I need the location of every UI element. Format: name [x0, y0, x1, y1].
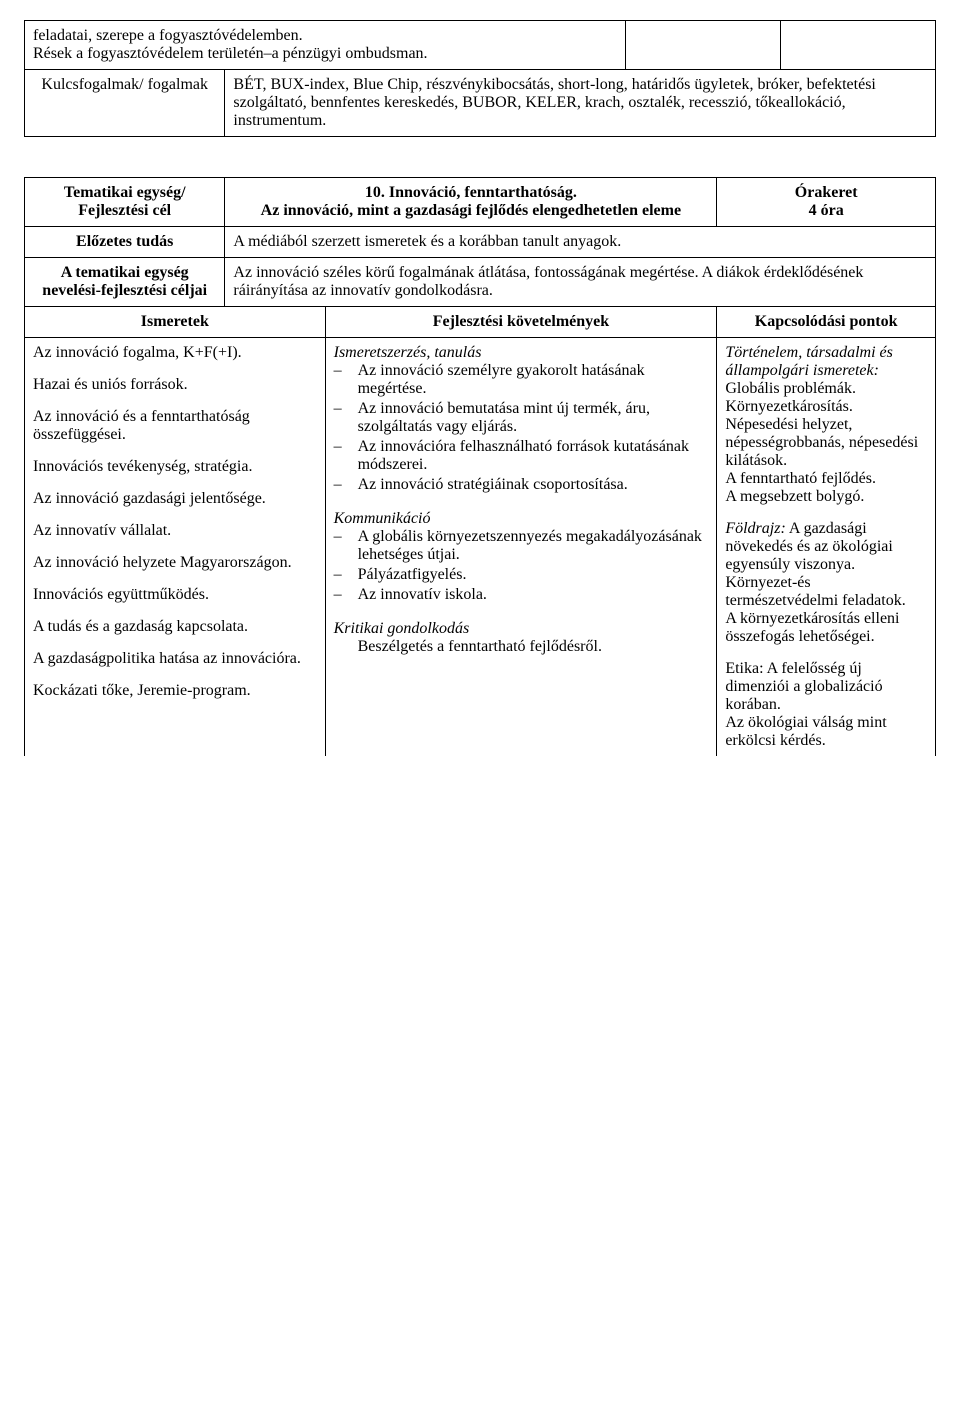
fejl-h1: Ismeretszerzés, tanulás — [334, 344, 709, 362]
list-item: A globális környezetszennyezés megakadál… — [358, 528, 709, 564]
kapcs-p6: Földrajz: A gazdasági növekedés és az ök… — [725, 520, 927, 574]
fejlesztesi-body: Ismeretszerzés, tanulás Az innováció sze… — [325, 338, 717, 757]
kapcs-p4: A fenntartható fejlődés. — [725, 470, 927, 488]
kapcs-p1-body: Globális problémák. — [725, 380, 856, 397]
kapcs-p8: A környezetkárosítás elleni összefogás l… — [725, 610, 927, 646]
top-row2-col1: Kulcsfogalmak/ fogalmak — [25, 70, 225, 137]
ismeretek-p2: Hazai és uniós források. — [33, 376, 317, 394]
kapcs-p10: Az ökológiai válság mint erkölcsi kérdés… — [725, 714, 927, 750]
top-row2-col2: BÉT, BUX-index, Blue Chip, részvénykiboc… — [225, 70, 936, 137]
kapcs-p1: Történelem, társadalmi és állampolgári i… — [725, 344, 927, 398]
top-table: feladatai, szerepe a fogyasztóvédelemben… — [24, 20, 936, 137]
kapcs-p9: Etika: A felelősség új dimenziói a globa… — [725, 660, 927, 714]
ismeretek-p9: A tudás és a gazdaság kapcsolata. — [33, 618, 317, 636]
main-table: Tematikai egység/ Fejlesztési cél 10. In… — [24, 177, 936, 756]
title-line2: Az innováció, mint a gazdasági fejlődés … — [261, 202, 681, 219]
elozetes-tudas-label: Előzetes tudás — [25, 227, 225, 258]
table-row: feladatai, szerepe a fogyasztóvédelemben… — [25, 21, 936, 70]
list-item: Az innováció stratégiáinak csoportosítás… — [358, 476, 709, 494]
fejl-h2-list: A globális környezetszennyezés megakadál… — [334, 528, 709, 604]
nevelesi-celjai-label: A tematikai egység nevelési-fejlesztési … — [25, 258, 225, 307]
fejl-h3-body: Beszélgetés a fenntartható fejlődésről. — [334, 638, 709, 656]
table-row: Az innováció fogalma, K+F(+I). Hazai és … — [25, 338, 936, 757]
ismeretek-p8: Innovációs együttműködés. — [33, 586, 317, 604]
table-row: Ismeretek Fejlesztési követelmények Kapc… — [25, 307, 936, 338]
title-line1: 10. Innováció, fenntarthatóság. — [365, 184, 577, 201]
fejl-h2: Kommunikáció — [334, 510, 709, 528]
kapcs-p2: Környezetkárosítás. — [725, 398, 927, 416]
ismeretek-p3: Az innováció és a fenntarthatóság összef… — [33, 408, 317, 444]
ismeretek-p5: Az innováció gazdasági jelentősége. — [33, 490, 317, 508]
orakeret-label: Órakeret — [795, 184, 858, 201]
kapcs-p6-label: Földrajz: — [725, 520, 785, 537]
list-item: Pályázatfigyelés. — [358, 566, 709, 584]
ismeretek-header: Ismeretek — [25, 307, 326, 338]
kapcs-p9-label: Etika: — [725, 660, 763, 677]
list-item: Az innováció bemutatása mint új termék, … — [358, 400, 709, 436]
ismeretek-body: Az innováció fogalma, K+F(+I). Hazai és … — [25, 338, 326, 757]
top-row1-col3 — [781, 21, 936, 70]
kapcs-p3: Népesedési helyzet, népességrobbanás, né… — [725, 416, 927, 470]
table-row: Kulcsfogalmak/ fogalmak BÉT, BUX-index, … — [25, 70, 936, 137]
kapcs-p7: Környezet-és természetvédelmi feladatok. — [725, 574, 927, 610]
ismeretek-p10: A gazdaságpolitika hatása az innovációra… — [33, 650, 317, 668]
kapcsolodasi-body: Történelem, társadalmi és állampolgári i… — [717, 338, 936, 757]
kapcs-p5: A megsebzett bolygó. — [725, 488, 927, 506]
list-item: Az innovációra felhasználható források k… — [358, 438, 709, 474]
fejl-h1-list: Az innováció személyre gyakorolt hatásán… — [334, 362, 709, 494]
ismeretek-p1: Az innováció fogalma, K+F(+I). — [33, 344, 317, 362]
table-row: Előzetes tudás A médiából szerzett ismer… — [25, 227, 936, 258]
tematikai-egyseg-label: Tematikai egység/ Fejlesztési cél — [25, 178, 225, 227]
ismeretek-p4: Innovációs tevékenység, stratégia. — [33, 458, 317, 476]
ismeretek-p6: Az innovatív vállalat. — [33, 522, 317, 540]
orakeret-value: 4 óra — [809, 202, 844, 219]
list-item: Az innováció személyre gyakorolt hatásán… — [358, 362, 709, 398]
kapcs-p1-label: Történelem, társadalmi és állampolgári i… — [725, 344, 893, 379]
list-item: Az innovatív iskola. — [358, 586, 709, 604]
top-row1-col2 — [626, 21, 781, 70]
nevelesi-celjai-body: Az innováció széles körű fogalmának átlá… — [225, 258, 936, 307]
table-row: Tematikai egység/ Fejlesztési cél 10. In… — [25, 178, 936, 227]
orakeret: Órakeret 4 óra — [717, 178, 936, 227]
elozetes-tudas-body: A médiából szerzett ismeretek és a koráb… — [225, 227, 936, 258]
tematikai-title: 10. Innováció, fenntarthatóság. Az innov… — [225, 178, 717, 227]
fejlesztesi-header: Fejlesztési követelmények — [325, 307, 717, 338]
table-row: A tematikai egység nevelési-fejlesztési … — [25, 258, 936, 307]
kapcsolodasi-header: Kapcsolódási pontok — [717, 307, 936, 338]
fejl-h3: Kritikai gondolkodás — [334, 620, 709, 638]
top-row1-col1: feladatai, szerepe a fogyasztóvédelemben… — [25, 21, 626, 70]
ismeretek-p7: Az innováció helyzete Magyarországon. — [33, 554, 317, 572]
ismeretek-p11: Kockázati tőke, Jeremie-program. — [33, 682, 317, 700]
